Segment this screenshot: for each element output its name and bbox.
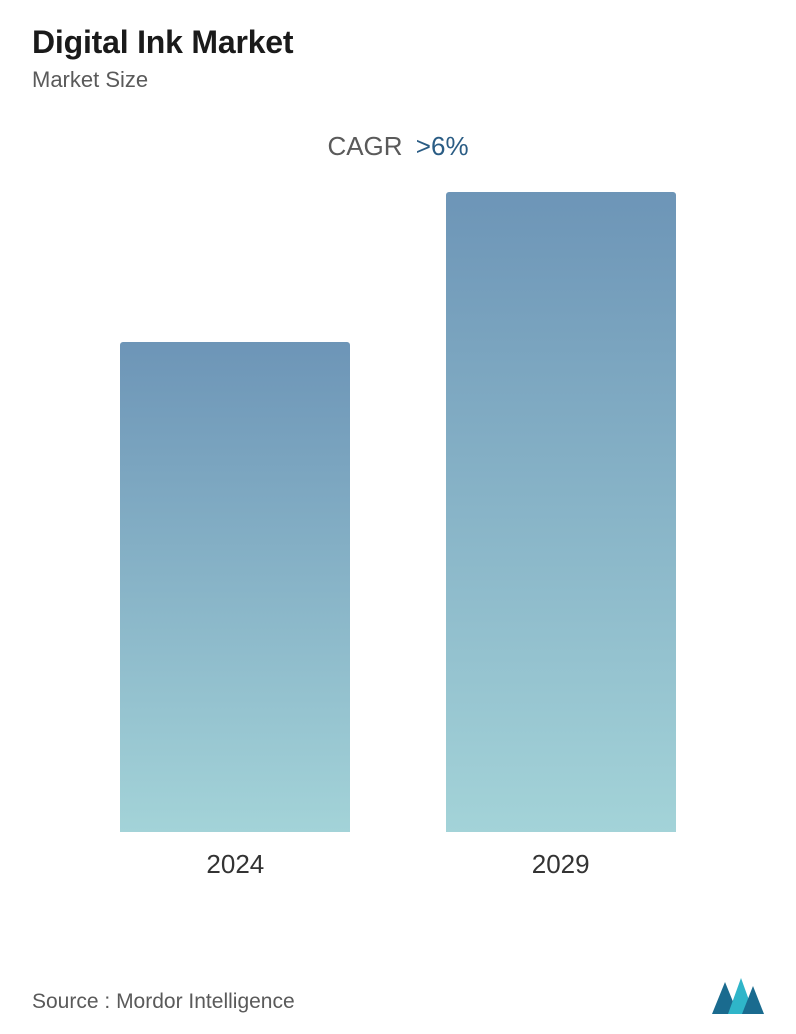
cagr-label: CAGR xyxy=(327,131,402,161)
cagr-value: >6% xyxy=(416,131,469,161)
bar-label-2029: 2029 xyxy=(532,849,590,880)
bar-group-2024: 2024 xyxy=(105,342,365,832)
chart-header: Digital Ink Market Market Size xyxy=(0,0,796,101)
source-citation: Source : Mordor Intelligence xyxy=(32,990,295,1014)
source-label: Source : xyxy=(32,990,110,1013)
cagr-annotation: CAGR >6% xyxy=(0,131,796,162)
chart-subtitle: Market Size xyxy=(32,67,764,93)
bar-2024 xyxy=(120,342,350,832)
chart-title: Digital Ink Market xyxy=(32,24,764,61)
bar-label-2024: 2024 xyxy=(206,849,264,880)
bar-2029 xyxy=(446,192,676,832)
bars-container: 2024 2029 xyxy=(0,192,796,832)
source-name: Mordor Intelligence xyxy=(116,990,295,1013)
bar-group-2029: 2029 xyxy=(431,192,691,832)
mordor-logo-icon xyxy=(712,974,764,1014)
chart-footer: Source : Mordor Intelligence xyxy=(32,974,764,1014)
bar-chart: 2024 2029 xyxy=(0,192,796,892)
